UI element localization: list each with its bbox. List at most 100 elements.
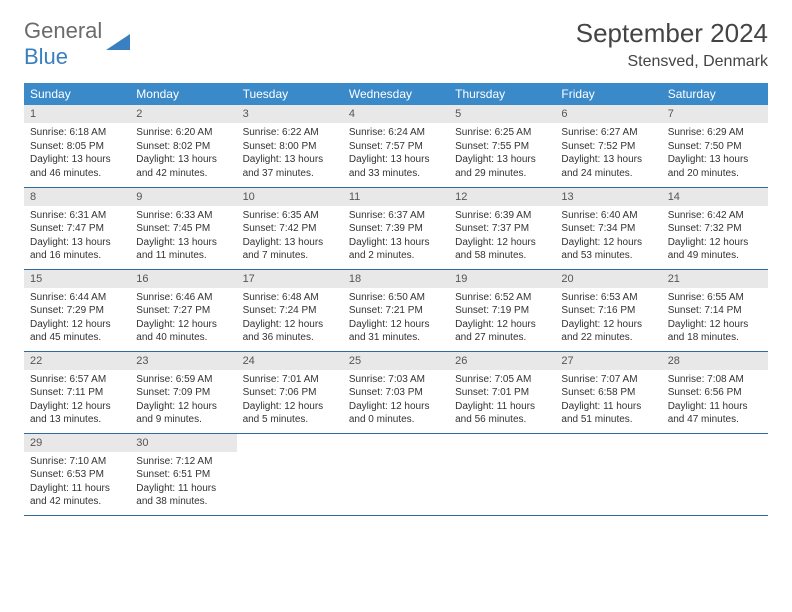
day-body: Sunrise: 6:42 AMSunset: 7:32 PMDaylight:…: [662, 206, 768, 267]
day-body: Sunrise: 6:53 AMSunset: 7:16 PMDaylight:…: [555, 288, 661, 349]
calendar-body: 1Sunrise: 6:18 AMSunset: 8:05 PMDaylight…: [24, 105, 768, 515]
weekday-header: Friday: [555, 83, 661, 105]
day-body: Sunrise: 7:03 AMSunset: 7:03 PMDaylight:…: [343, 370, 449, 431]
daylight-line: Daylight: 13 hours and 2 minutes.: [349, 236, 443, 263]
day-number: 6: [555, 105, 661, 123]
sunrise-line: Sunrise: 6:40 AM: [561, 209, 655, 223]
day-number: 21: [662, 270, 768, 288]
daylight-line: Daylight: 12 hours and 18 minutes.: [668, 318, 762, 345]
weekday-header: Saturday: [662, 83, 768, 105]
calendar-empty-cell: [343, 433, 449, 515]
day-body: Sunrise: 6:52 AMSunset: 7:19 PMDaylight:…: [449, 288, 555, 349]
sunrise-line: Sunrise: 6:22 AM: [243, 126, 337, 140]
day-number: 18: [343, 270, 449, 288]
sunrise-line: Sunrise: 6:44 AM: [30, 291, 124, 305]
calendar-day-cell: 18Sunrise: 6:50 AMSunset: 7:21 PMDayligh…: [343, 269, 449, 351]
daylight-line: Daylight: 13 hours and 46 minutes.: [30, 153, 124, 180]
weekday-header: Sunday: [24, 83, 130, 105]
sunset-line: Sunset: 7:45 PM: [136, 222, 230, 236]
day-body: Sunrise: 6:31 AMSunset: 7:47 PMDaylight:…: [24, 206, 130, 267]
sunrise-line: Sunrise: 7:03 AM: [349, 373, 443, 387]
weekday-header: Monday: [130, 83, 236, 105]
sunrise-line: Sunrise: 6:48 AM: [243, 291, 337, 305]
daylight-line: Daylight: 11 hours and 56 minutes.: [455, 400, 549, 427]
sunrise-line: Sunrise: 6:29 AM: [668, 126, 762, 140]
day-number: 20: [555, 270, 661, 288]
sunrise-line: Sunrise: 6:53 AM: [561, 291, 655, 305]
calendar-day-cell: 22Sunrise: 6:57 AMSunset: 7:11 PMDayligh…: [24, 351, 130, 433]
sunrise-line: Sunrise: 6:42 AM: [668, 209, 762, 223]
calendar-day-cell: 16Sunrise: 6:46 AMSunset: 7:27 PMDayligh…: [130, 269, 236, 351]
day-body: Sunrise: 6:29 AMSunset: 7:50 PMDaylight:…: [662, 123, 768, 184]
sunset-line: Sunset: 7:06 PM: [243, 386, 337, 400]
calendar-day-cell: 3Sunrise: 6:22 AMSunset: 8:00 PMDaylight…: [237, 105, 343, 187]
calendar-day-cell: 24Sunrise: 7:01 AMSunset: 7:06 PMDayligh…: [237, 351, 343, 433]
daylight-line: Daylight: 12 hours and 49 minutes.: [668, 236, 762, 263]
sunrise-line: Sunrise: 6:33 AM: [136, 209, 230, 223]
sunset-line: Sunset: 6:58 PM: [561, 386, 655, 400]
day-number: 22: [24, 352, 130, 370]
sunset-line: Sunset: 7:47 PM: [30, 222, 124, 236]
day-number: 2: [130, 105, 236, 123]
sunrise-line: Sunrise: 6:25 AM: [455, 126, 549, 140]
day-number: 8: [24, 188, 130, 206]
calendar-day-cell: 9Sunrise: 6:33 AMSunset: 7:45 PMDaylight…: [130, 187, 236, 269]
calendar-week-row: 29Sunrise: 7:10 AMSunset: 6:53 PMDayligh…: [24, 433, 768, 515]
sunrise-line: Sunrise: 6:39 AM: [455, 209, 549, 223]
sunset-line: Sunset: 8:00 PM: [243, 140, 337, 154]
day-number: 24: [237, 352, 343, 370]
day-number: 11: [343, 188, 449, 206]
sunset-line: Sunset: 8:02 PM: [136, 140, 230, 154]
logo: General Blue: [24, 18, 132, 70]
day-number: 15: [24, 270, 130, 288]
day-body: Sunrise: 6:40 AMSunset: 7:34 PMDaylight:…: [555, 206, 661, 267]
sunrise-line: Sunrise: 6:55 AM: [668, 291, 762, 305]
daylight-line: Daylight: 13 hours and 20 minutes.: [668, 153, 762, 180]
daylight-line: Daylight: 12 hours and 36 minutes.: [243, 318, 337, 345]
title-block: September 2024 Stensved, Denmark: [576, 18, 768, 71]
calendar-day-cell: 30Sunrise: 7:12 AMSunset: 6:51 PMDayligh…: [130, 433, 236, 515]
sunset-line: Sunset: 7:27 PM: [136, 304, 230, 318]
sunset-line: Sunset: 7:32 PM: [668, 222, 762, 236]
weekday-header: Tuesday: [237, 83, 343, 105]
calendar-week-row: 22Sunrise: 6:57 AMSunset: 7:11 PMDayligh…: [24, 351, 768, 433]
day-body: Sunrise: 6:35 AMSunset: 7:42 PMDaylight:…: [237, 206, 343, 267]
weekday-header: Wednesday: [343, 83, 449, 105]
sunset-line: Sunset: 7:50 PM: [668, 140, 762, 154]
sunset-line: Sunset: 7:16 PM: [561, 304, 655, 318]
calendar-day-cell: 13Sunrise: 6:40 AMSunset: 7:34 PMDayligh…: [555, 187, 661, 269]
calendar-day-cell: 1Sunrise: 6:18 AMSunset: 8:05 PMDaylight…: [24, 105, 130, 187]
calendar-table: SundayMondayTuesdayWednesdayThursdayFrid…: [24, 83, 768, 516]
sunset-line: Sunset: 6:56 PM: [668, 386, 762, 400]
daylight-line: Daylight: 13 hours and 11 minutes.: [136, 236, 230, 263]
day-number: 3: [237, 105, 343, 123]
calendar-day-cell: 21Sunrise: 6:55 AMSunset: 7:14 PMDayligh…: [662, 269, 768, 351]
sunset-line: Sunset: 7:52 PM: [561, 140, 655, 154]
day-number: 10: [237, 188, 343, 206]
sunrise-line: Sunrise: 6:35 AM: [243, 209, 337, 223]
day-number: 5: [449, 105, 555, 123]
sunrise-line: Sunrise: 6:27 AM: [561, 126, 655, 140]
day-body: Sunrise: 6:57 AMSunset: 7:11 PMDaylight:…: [24, 370, 130, 431]
calendar-day-cell: 7Sunrise: 6:29 AMSunset: 7:50 PMDaylight…: [662, 105, 768, 187]
daylight-line: Daylight: 13 hours and 7 minutes.: [243, 236, 337, 263]
daylight-line: Daylight: 12 hours and 13 minutes.: [30, 400, 124, 427]
day-number: 17: [237, 270, 343, 288]
sunset-line: Sunset: 7:42 PM: [243, 222, 337, 236]
daylight-line: Daylight: 12 hours and 58 minutes.: [455, 236, 549, 263]
day-body: Sunrise: 6:44 AMSunset: 7:29 PMDaylight:…: [24, 288, 130, 349]
day-number: 14: [662, 188, 768, 206]
sunset-line: Sunset: 7:39 PM: [349, 222, 443, 236]
calendar-day-cell: 15Sunrise: 6:44 AMSunset: 7:29 PMDayligh…: [24, 269, 130, 351]
sunset-line: Sunset: 7:29 PM: [30, 304, 124, 318]
day-number: 27: [555, 352, 661, 370]
daylight-line: Daylight: 13 hours and 29 minutes.: [455, 153, 549, 180]
day-number: 12: [449, 188, 555, 206]
sunset-line: Sunset: 8:05 PM: [30, 140, 124, 154]
daylight-line: Daylight: 11 hours and 47 minutes.: [668, 400, 762, 427]
daylight-line: Daylight: 11 hours and 38 minutes.: [136, 482, 230, 509]
sunset-line: Sunset: 7:55 PM: [455, 140, 549, 154]
day-body: Sunrise: 6:55 AMSunset: 7:14 PMDaylight:…: [662, 288, 768, 349]
sunset-line: Sunset: 7:21 PM: [349, 304, 443, 318]
day-body: Sunrise: 6:46 AMSunset: 7:27 PMDaylight:…: [130, 288, 236, 349]
